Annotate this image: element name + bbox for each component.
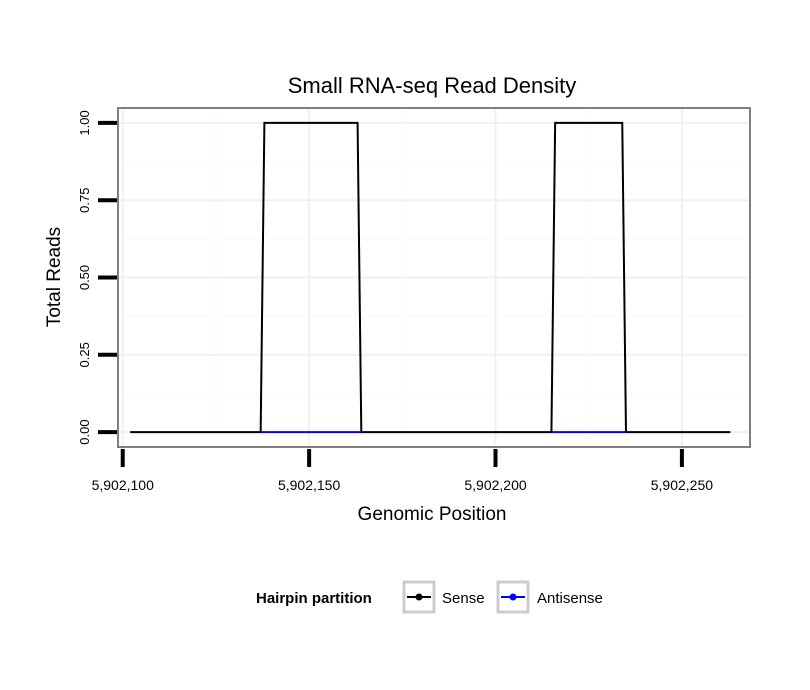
legend-dot-antisense: [509, 593, 517, 601]
legend-item-sense: Sense: [402, 580, 485, 614]
series-line-sense: [130, 121, 731, 434]
y-axis-label: Total Reads: [44, 227, 65, 327]
series-lines: [130, 121, 731, 434]
x-tick-label-3: 5,902,250: [651, 477, 713, 493]
x-axis-label: Genomic Position: [358, 504, 507, 525]
x-tick-label-0: 5,902,100: [92, 477, 154, 493]
chart-title: Small RNA-seq Read Density: [288, 73, 577, 98]
legend: Hairpin partition Sense Antisense: [256, 580, 603, 614]
legend-dot-sense: [415, 593, 423, 601]
legend-label-antisense: Antisense: [537, 590, 603, 607]
y-tick-label-1: 0.25: [77, 342, 92, 367]
y-tick-label-3: 0.75: [77, 188, 92, 213]
axes: 0.00 0.25 0.50 0.75 1.00 5,902,100 5,902,150 5,…: [77, 110, 713, 493]
legend-title: Hairpin partition: [256, 590, 372, 607]
y-tick-label-2: 0.50: [77, 265, 92, 290]
x-tick-label-2: 5,902,200: [464, 477, 526, 493]
y-tick-label-0: 0.00: [77, 419, 92, 444]
x-tick-label-1: 5,902,150: [278, 477, 340, 493]
y-tick-label-4: 1.00: [77, 110, 92, 135]
legend-item-antisense: Antisense: [496, 580, 603, 614]
legend-label-sense: Sense: [442, 590, 485, 607]
